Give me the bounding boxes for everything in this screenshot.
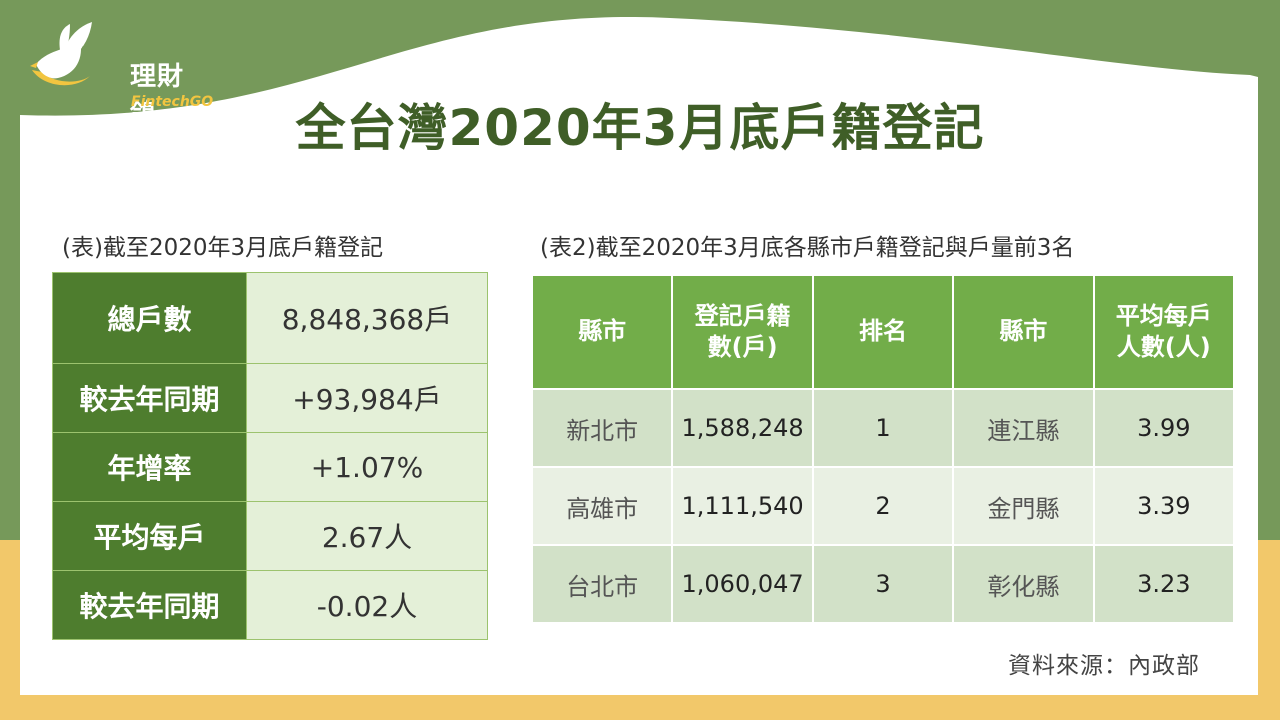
row-label: 較去年同期 xyxy=(52,570,247,640)
header-avg-persons: 平均每戶 人數(人) xyxy=(1092,274,1236,390)
table-row: 新北市 1,588,248 1 連江縣 3.99 xyxy=(530,388,1236,468)
logo: 理財鴿 FintechGO xyxy=(24,18,213,129)
dove-logo-icon xyxy=(30,22,92,86)
cell-households: 1,111,540 xyxy=(671,466,814,546)
cell-county-2: 金門縣 xyxy=(952,466,1095,546)
cell-avg: 3.99 xyxy=(1092,388,1236,468)
table2-caption: (表2)截至2020年3月底各縣市戶籍登記與戶量前3名 xyxy=(540,235,1075,261)
header-registered-households: 登記戶籍 數(戶) xyxy=(671,274,814,390)
header-county: 縣市 xyxy=(530,274,674,390)
table-row: 平均每戶 2.67人 xyxy=(52,501,488,571)
cell-households: 1,060,047 xyxy=(671,544,814,624)
cell-county: 台北市 xyxy=(530,544,674,624)
cell-avg: 3.39 xyxy=(1092,466,1236,546)
county-ranking-table: 縣市 登記戶籍 數(戶) 排名 縣市 平均每戶 人數(人) 新北市 1,588,… xyxy=(530,274,1236,624)
cell-county-2: 連江縣 xyxy=(952,388,1095,468)
header-county-2: 縣市 xyxy=(952,274,1095,390)
row-label: 總戶數 xyxy=(52,272,247,364)
row-label: 較去年同期 xyxy=(52,363,247,433)
page-title: 全台灣2020年3月底戶籍登記 xyxy=(295,99,985,157)
table-row: 較去年同期 -0.02人 xyxy=(52,570,488,640)
cell-rank: 2 xyxy=(811,466,955,546)
header-rank: 排名 xyxy=(811,274,955,390)
row-value: +1.07% xyxy=(246,432,488,502)
cell-county-2: 彰化縣 xyxy=(952,544,1095,624)
cell-county: 高雄市 xyxy=(530,466,674,546)
table-row: 總戶數 8,848,368戶 xyxy=(52,272,488,364)
cell-rank: 1 xyxy=(811,388,955,468)
cell-rank: 3 xyxy=(811,544,955,624)
row-value: 8,848,368戶 xyxy=(246,272,488,364)
row-label: 年增率 xyxy=(52,432,247,502)
table-header-row: 縣市 登記戶籍 數(戶) 排名 縣市 平均每戶 人數(人) xyxy=(530,274,1236,390)
household-summary-table: 總戶數 8,848,368戶 較去年同期 +93,984戶 年增率 +1.07%… xyxy=(52,272,488,640)
table-row: 台北市 1,060,047 3 彰化縣 3.23 xyxy=(530,544,1236,624)
row-value: -0.02人 xyxy=(246,570,488,640)
table1-caption: (表)截至2020年3月底戶籍登記 xyxy=(62,235,384,261)
cell-county: 新北市 xyxy=(530,388,674,468)
brand-name-en: FintechGO xyxy=(131,94,214,110)
table-row: 年增率 +1.07% xyxy=(52,432,488,502)
brand-name-cn: 理財鴿 xyxy=(130,62,185,129)
row-value: 2.67人 xyxy=(246,501,488,571)
row-value: +93,984戶 xyxy=(246,363,488,433)
table-row: 較去年同期 +93,984戶 xyxy=(52,363,488,433)
table-row: 高雄市 1,111,540 2 金門縣 3.39 xyxy=(530,466,1236,546)
cell-avg: 3.23 xyxy=(1092,544,1236,624)
data-source-note: 資料來源：內政部 xyxy=(1008,653,1200,679)
cell-households: 1,588,248 xyxy=(671,388,814,468)
row-label: 平均每戶 xyxy=(52,501,247,571)
